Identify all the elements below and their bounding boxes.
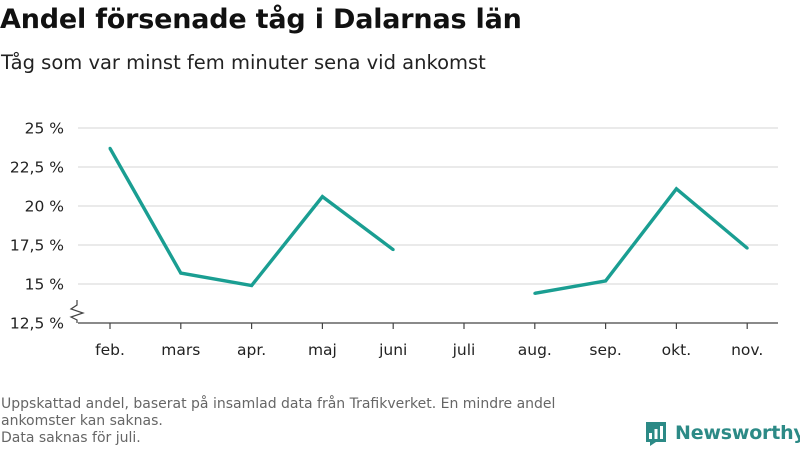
data-point xyxy=(391,248,395,252)
y-tick-label: 25 % xyxy=(25,120,64,138)
data-point xyxy=(745,246,749,250)
x-tick-label: mars xyxy=(161,341,200,359)
series-lines xyxy=(108,147,749,296)
data-point xyxy=(250,284,254,288)
x-axis-tick-labels: feb. mars apr. maj juni juli aug. sep. okt. nov. xyxy=(95,341,763,359)
y-axis-tick-labels: 12,5 % 15 % 17,5 % 20 % 22,5 % 25 % xyxy=(10,120,64,333)
data-point xyxy=(320,195,324,199)
x-axis xyxy=(69,300,778,329)
x-tick-label: aug. xyxy=(518,341,552,359)
series-line xyxy=(108,147,395,288)
data-point xyxy=(674,187,678,191)
y-tick-label: 22,5 % xyxy=(10,159,64,177)
x-tick-label: juni xyxy=(378,341,407,359)
x-tick-label: okt. xyxy=(662,341,691,359)
data-point xyxy=(108,146,112,150)
series-line xyxy=(534,186,749,296)
y-axis-break-symbol xyxy=(69,300,85,323)
footer-note-line: Uppskattad andel, baserat på insamlad da… xyxy=(1,396,556,412)
x-tick-label: apr. xyxy=(237,341,266,359)
x-tick-label: juli xyxy=(452,341,476,359)
chart-title: Andel försenade tåg i Dalarnas län xyxy=(0,4,522,35)
footer-note-line: ankomster kan saknas. xyxy=(1,413,163,429)
data-points xyxy=(108,146,749,295)
chart-subtitle: Tåg som var minst fem minuter sena vid a… xyxy=(1,51,486,74)
x-tick-label: feb. xyxy=(95,341,125,359)
footer-notes: Uppskattad andel, baserat på insamlad da… xyxy=(1,396,641,447)
newsworthy-logo-icon xyxy=(646,422,666,446)
y-tick-label: 17,5 % xyxy=(10,237,64,255)
x-tick-label: maj xyxy=(308,341,337,359)
gridlines xyxy=(78,127,778,285)
y-tick-label: 15 % xyxy=(25,276,64,294)
brand-logo[interactable]: Newsworthy xyxy=(644,419,800,447)
y-tick-label: 20 % xyxy=(25,198,64,216)
data-point xyxy=(533,291,537,295)
y-tick-label: 12,5 % xyxy=(10,315,64,333)
data-point xyxy=(179,271,183,275)
data-point xyxy=(604,279,608,283)
x-tick-label: nov. xyxy=(731,341,763,359)
footer-note-line: Data saknas för juli. xyxy=(1,430,141,446)
x-tick-label: sep. xyxy=(589,341,621,359)
brand-name: Newsworthy xyxy=(675,422,800,444)
